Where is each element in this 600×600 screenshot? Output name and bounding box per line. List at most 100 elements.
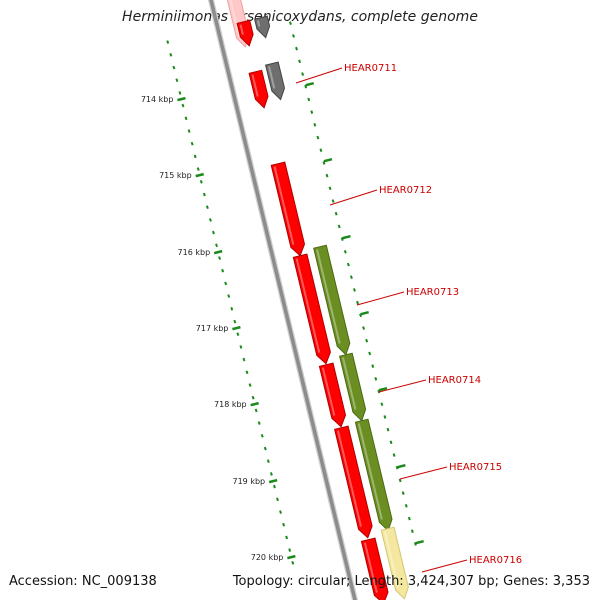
- scale-minor-tick: [208, 218, 212, 222]
- scale-minor-tick: [325, 173, 329, 178]
- scale-major-tick: [360, 311, 369, 316]
- scale-minor-tick: [295, 46, 298, 51]
- scale-minor-tick: [272, 484, 276, 489]
- scale-minor-tick: [263, 446, 267, 451]
- gene-arrow[interactable]: [333, 425, 373, 539]
- scale-minor-tick: [282, 522, 286, 527]
- scale-minor-tick: [175, 78, 179, 83]
- scale-minor-tick: [407, 516, 411, 521]
- scale-major-tick: [250, 401, 259, 407]
- scale-minor-tick: [184, 116, 188, 121]
- scale-minor-tick: [362, 326, 366, 330]
- gene-label-leader: [356, 291, 405, 306]
- length-value: 3,424,307 bp: [407, 574, 495, 589]
- gene-arrow[interactable]: [270, 161, 306, 257]
- scale-minor-tick: [181, 103, 185, 108]
- gene-label[interactable]: HEAR0715: [449, 462, 502, 473]
- scale-minor-tick: [224, 281, 228, 286]
- gene-arrow-gray[interactable]: [264, 61, 286, 101]
- scale-minor-tick: [413, 542, 417, 546]
- gene-arrow[interactable]: [248, 69, 269, 109]
- scale-minor-tick: [248, 383, 252, 387]
- gene-label[interactable]: HEAR0713: [406, 287, 459, 298]
- genome-stats: Topology: circular; Length: 3,424,307 bp…: [232, 574, 590, 589]
- gene-label-leader: [421, 559, 468, 573]
- scale-minor-tick: [291, 560, 295, 565]
- scale-minor-tick: [395, 465, 399, 470]
- scale-major-tick: [213, 249, 223, 255]
- gene-arrow[interactable]: [292, 253, 331, 365]
- scale-minor-tick: [359, 313, 362, 318]
- scale-minor-tick: [205, 205, 209, 210]
- scale-minor-tick: [386, 427, 390, 432]
- scale-minor-tick: [288, 548, 292, 552]
- scale-minor-tick: [313, 123, 317, 127]
- scale-minor-tick: [374, 377, 378, 381]
- scale-minor-tick: [307, 97, 311, 102]
- length-label: Length:: [354, 574, 404, 589]
- scale-minor-tick: [404, 504, 408, 508]
- scale-minor-tick: [260, 433, 264, 438]
- scale-minor-tick: [365, 338, 369, 343]
- gene-label[interactable]: HEAR0711: [344, 63, 397, 74]
- scale-major-tick: [323, 158, 333, 163]
- scale-major-tick: [397, 464, 406, 469]
- scale-major-tick: [232, 325, 241, 331]
- scale-minor-tick: [276, 497, 279, 502]
- gene-arrow[interactable]: [318, 362, 347, 428]
- scale-minor-tick: [212, 230, 215, 235]
- gene-arrow-highlight: [363, 542, 378, 593]
- gene-arrow-yellow[interactable]: [380, 526, 409, 600]
- scale-major-tick: [305, 82, 315, 87]
- scale-minor-tick: [196, 167, 200, 171]
- gene-label[interactable]: HEAR0716: [469, 555, 522, 566]
- gene-label[interactable]: HEAR0712: [379, 185, 432, 196]
- scale-label: 714 kbp: [141, 95, 174, 104]
- gene-arrow[interactable]: [236, 19, 254, 47]
- gene-features-layer[interactable]: [224, 0, 409, 600]
- gene-arrow-green-highlight: [341, 357, 357, 410]
- scale-minor-tick: [298, 59, 302, 64]
- gene-arrow-green[interactable]: [338, 352, 367, 422]
- scale-major-tick: [415, 540, 424, 545]
- scale-minor-tick: [233, 319, 237, 324]
- scale-minor-tick: [316, 135, 320, 140]
- gene-arrow-gray-highlight: [268, 66, 276, 89]
- scale-minor-tick: [215, 243, 218, 248]
- genes-value: 3,353: [552, 574, 590, 589]
- accession-value: NC_009138: [81, 574, 157, 589]
- scale-minor-tick: [383, 415, 387, 419]
- gene-label-leader: [329, 189, 378, 206]
- scale-minor-tick: [236, 332, 240, 337]
- gene-arrow-gray[interactable]: [253, 15, 271, 39]
- scale-minor-tick: [227, 294, 231, 298]
- scale-minor-tick: [218, 256, 222, 260]
- scale-major-tick: [268, 478, 278, 484]
- scale-minor-tick: [371, 364, 375, 368]
- scale-ticks-layer: 714 kbp 715 kbp 716 kbp 717 kbp 718 kbp 719 k…: [141, 21, 424, 565]
- gene-labels-layer[interactable]: HEAR0711 HEAR0712 HEAR0713 HEAR0714 HEAR0715…: [295, 63, 522, 573]
- scale-minor-tick: [221, 268, 225, 273]
- gene-arrow-green[interactable]: [313, 244, 351, 356]
- scale-minor-tick: [245, 370, 249, 375]
- scale-minor-tick: [169, 52, 173, 57]
- scale-minor-tick: [187, 129, 191, 133]
- gene-arrow-green[interactable]: [354, 418, 393, 532]
- scale-minor-tick: [377, 389, 381, 394]
- gene-arrow[interactable]: [360, 537, 389, 600]
- scale-label: 716 kbp: [178, 248, 211, 257]
- accession-label: Accession:: [9, 574, 78, 589]
- scale-label: 718 kbp: [214, 400, 247, 409]
- scale-minor-tick: [337, 224, 341, 229]
- scale-minor-tick: [304, 84, 308, 89]
- scale-major-tick: [378, 387, 388, 392]
- scale-minor-tick: [266, 459, 270, 464]
- scale-major-tick: [287, 554, 296, 560]
- scale-minor-tick: [288, 21, 292, 26]
- genome-backbone: [209, 0, 357, 600]
- genome-backbone-layer: [207, 0, 359, 600]
- gene-label[interactable]: HEAR0714: [428, 375, 481, 386]
- scale-minor-tick: [230, 306, 234, 311]
- scale-minor-tick: [368, 351, 372, 356]
